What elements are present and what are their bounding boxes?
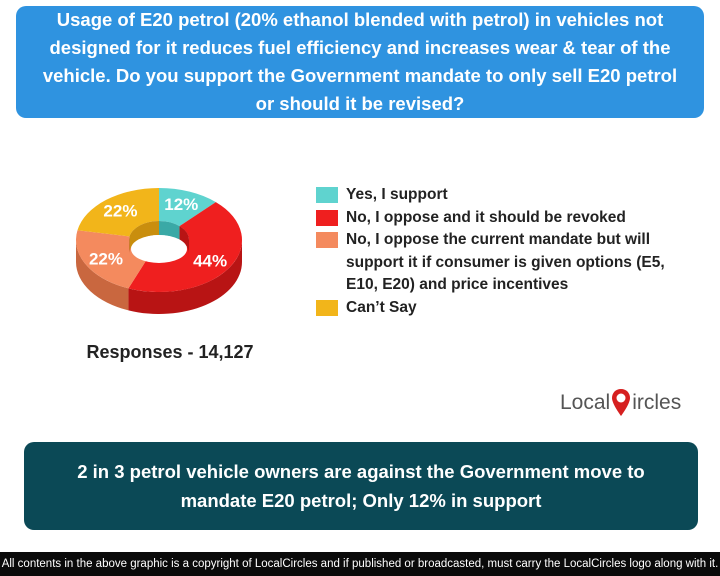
legend-swatch [316,299,338,316]
pie-slice [128,202,243,292]
pie-chart: 12% 44% 22% 22% [52,172,267,332]
legend-item: No, I oppose and it should be revoked [316,207,696,230]
legend-item: No, I oppose the current mandate but wil… [316,229,696,297]
question-text: Usage of E20 petrol (20% ethanol blended… [42,9,678,114]
footer-text: All contents in the above graphic is a c… [1,558,719,570]
legend-label: Yes, I support [346,186,448,203]
pie-hole-wall [129,221,159,251]
pie-hole-wall [129,236,130,254]
legend-item: Can’t Say [316,297,696,320]
pie-slice-label: 22% [103,201,137,220]
pie-hole-wall [159,221,180,241]
pie-chart-svg: 12% 44% 22% 22% [75,188,243,314]
legend-label: No, I oppose and it should be revoked [346,208,626,226]
logo-text-right: ircles [632,391,682,414]
pie-slice [77,188,159,237]
pie-hole [131,235,187,263]
chart-legend: Yes, I support No, I oppose and it should… [316,184,696,319]
pie-slice-label: 12% [164,195,198,214]
pie-slice [75,230,148,289]
legend-label: No, I oppose the current mandate but wil… [346,231,665,293]
legend-swatch [316,209,338,226]
pie-slice-side [76,240,129,311]
conclusion-text: 2 in 3 petrol vehicle owners are against… [77,461,645,511]
location-pin-icon [612,389,631,416]
copyright-footer: All contents in the above graphic is a c… [0,552,720,576]
pie-slice-label: 44% [193,252,227,271]
legend-item: Yes, I support [316,184,696,207]
pie-slice-label: 22% [89,250,123,269]
pie-slice [159,188,216,227]
logo-text-left: Local [560,391,611,414]
localcircles-logo: Local ircles [560,388,681,418]
legend-swatch [316,232,338,248]
responses-count: Responses - 14,127 [86,342,254,362]
legend-label: Can’t Say [346,298,417,316]
pie-hole-wall [179,226,189,254]
conclusion-banner: 2 in 3 petrol vehicle owners are against… [24,442,698,530]
question-banner: Usage of E20 petrol (20% ethanol blended… [16,6,704,118]
legend-swatch [316,187,338,203]
pie-slice-side [128,240,242,314]
